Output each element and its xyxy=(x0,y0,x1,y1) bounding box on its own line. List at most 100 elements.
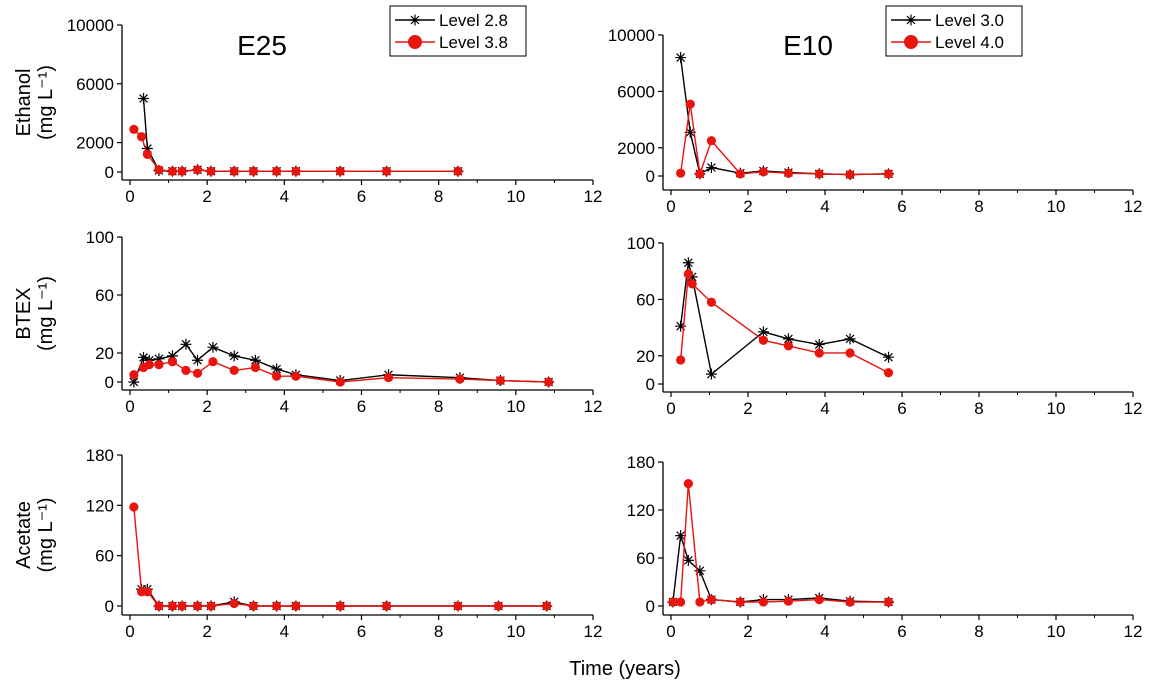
y-tick-label: 0 xyxy=(105,597,114,616)
data-point xyxy=(695,169,705,179)
data-point xyxy=(686,271,698,283)
data-point xyxy=(675,320,687,332)
y-tick-label: 0 xyxy=(646,597,655,616)
y-tick-label: 2000 xyxy=(76,134,114,153)
data-point xyxy=(735,169,745,179)
y-tick-label: 60 xyxy=(636,290,655,309)
data-point xyxy=(455,374,465,384)
y-tick-label: 0 xyxy=(105,163,114,182)
data-point xyxy=(782,333,794,345)
y-tick-label: 20 xyxy=(636,347,655,366)
legend: Level 2.8 Level 3.8 xyxy=(389,5,527,57)
data-point xyxy=(757,326,769,338)
x-tick-label: 8 xyxy=(434,187,443,206)
y-tick-label: 6000 xyxy=(76,75,114,94)
data-point xyxy=(208,357,218,367)
data-point xyxy=(694,565,706,577)
data-point xyxy=(142,587,152,597)
data-point xyxy=(706,136,717,146)
data-point xyxy=(844,333,856,345)
data-point xyxy=(206,166,216,176)
data-point xyxy=(675,530,687,542)
data-point xyxy=(291,166,301,176)
legend-marker xyxy=(905,14,917,26)
x-tick-label: 4 xyxy=(820,197,829,216)
data-point xyxy=(335,377,345,387)
series-line xyxy=(679,57,889,176)
y-axis-title: BTEX xyxy=(13,287,35,339)
legend-label: Level 3.8 xyxy=(439,33,508,52)
x-tick-label: 12 xyxy=(584,397,603,416)
x-tick-label: 10 xyxy=(506,397,525,416)
x-tick-label: 2 xyxy=(202,622,211,641)
data-point xyxy=(192,165,203,175)
legend-label: Level 4.0 xyxy=(935,33,1004,52)
x-tick-label: 10 xyxy=(1047,399,1066,418)
data-point xyxy=(192,368,203,378)
data-point xyxy=(136,132,147,142)
x-tick-label: 12 xyxy=(584,187,603,206)
data-point xyxy=(206,601,216,611)
x-tick-label: 12 xyxy=(584,622,603,641)
data-point xyxy=(383,373,394,383)
data-point xyxy=(250,362,260,373)
data-point xyxy=(228,350,240,362)
data-point xyxy=(735,597,745,607)
x-tick-label: 8 xyxy=(974,622,983,641)
y-tick-label: 120 xyxy=(86,496,114,515)
data-point xyxy=(668,597,678,607)
x-tick-label: 6 xyxy=(357,397,366,416)
x-tick-label: 2 xyxy=(743,197,752,216)
data-point xyxy=(248,166,259,176)
data-point xyxy=(695,597,705,607)
x-tick-label: 6 xyxy=(357,187,366,206)
chart-panel-1: 0 2 4 6 8 10 12 0 2000 6000 10000 E25 Ethanol (mg L⁻¹… xyxy=(13,5,603,206)
x-tick-label: 4 xyxy=(280,622,289,641)
data-point xyxy=(180,338,192,350)
x-tick-label: 4 xyxy=(280,187,289,206)
data-point xyxy=(783,596,794,606)
x-tick-label: 4 xyxy=(820,399,829,418)
data-point xyxy=(128,376,140,388)
series-line xyxy=(133,128,458,172)
x-tick-label: 0 xyxy=(125,622,134,641)
series-line xyxy=(672,535,889,603)
data-point xyxy=(138,93,150,104)
data-point xyxy=(682,257,694,269)
data-point xyxy=(493,601,504,611)
data-point xyxy=(813,339,825,351)
legend-label: Level 2.8 xyxy=(439,11,508,30)
data-point xyxy=(676,168,686,178)
y-axis-unit: (mg L⁻¹) xyxy=(35,65,57,140)
x-tick-label: 8 xyxy=(974,399,983,418)
y-tick-label: 60 xyxy=(95,547,114,566)
y-tick-label: 0 xyxy=(646,375,655,394)
data-point xyxy=(682,554,694,566)
data-point xyxy=(291,601,301,611)
x-tick-label: 0 xyxy=(125,397,134,416)
data-point xyxy=(685,99,695,109)
data-point xyxy=(814,169,824,179)
y-tick-label: 10000 xyxy=(67,16,114,35)
x-tick-label: 12 xyxy=(1124,622,1143,641)
y-tick-label: 10000 xyxy=(608,26,655,45)
panel-title: E25 xyxy=(237,30,287,61)
y-tick-label: 60 xyxy=(636,549,655,568)
data-point xyxy=(845,169,855,180)
data-point xyxy=(129,370,139,380)
data-point xyxy=(453,166,463,176)
data-point xyxy=(453,601,463,611)
data-point xyxy=(249,354,261,366)
data-point xyxy=(758,167,769,177)
chart-panel-3: 0 2 4 6 8 10 12 0 20 60 100 BTEX (mg L⁻¹) xyxy=(13,228,602,416)
data-point xyxy=(814,595,824,605)
data-point xyxy=(883,351,895,363)
y-tick-label: 60 xyxy=(95,286,114,305)
data-point xyxy=(192,354,204,366)
data-point xyxy=(706,595,717,605)
y-tick-label: 20 xyxy=(95,344,114,363)
